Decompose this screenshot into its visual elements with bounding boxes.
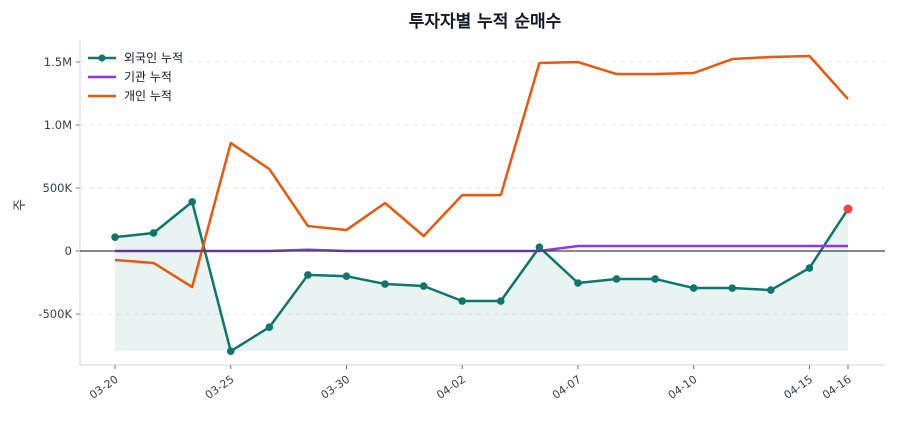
data-point bbox=[265, 323, 274, 332]
data-point bbox=[728, 284, 737, 292]
y-tick-label: -500K bbox=[38, 307, 72, 321]
x-tick-label: 04-16 bbox=[820, 373, 854, 402]
data-point bbox=[535, 243, 544, 252]
x-tick-label: 04-15 bbox=[781, 373, 815, 402]
data-point bbox=[767, 286, 775, 294]
legend-label: 개인 누적 bbox=[124, 89, 172, 103]
y-tick-label: 0 bbox=[65, 244, 72, 258]
data-point bbox=[111, 233, 119, 241]
y-axis-label: 주 bbox=[13, 199, 28, 211]
data-point bbox=[612, 275, 621, 283]
foreign-fill-area bbox=[115, 201, 848, 352]
chart-title: 투자자별 누적 순매수 bbox=[409, 12, 562, 32]
x-tick-label: 04-02 bbox=[434, 373, 468, 402]
last-point-marker bbox=[843, 204, 853, 214]
x-tick-label: 04-07 bbox=[550, 373, 584, 402]
data-point bbox=[304, 271, 312, 279]
x-tick-label: 03-25 bbox=[203, 373, 237, 402]
y-tick-label: 1.5M bbox=[44, 55, 72, 69]
data-point bbox=[226, 347, 235, 355]
data-point bbox=[651, 275, 659, 283]
data-point bbox=[419, 282, 428, 290]
x-tick-label: 04-10 bbox=[666, 373, 700, 402]
legend-marker bbox=[98, 54, 106, 62]
data-point bbox=[805, 264, 814, 272]
legend-label: 외국인 누적 bbox=[124, 51, 183, 65]
series-line-2 bbox=[114, 54, 849, 289]
data-point bbox=[188, 198, 196, 206]
x-tick-label: 03-20 bbox=[87, 373, 121, 402]
series-line-0 bbox=[114, 200, 850, 353]
y-tick-label: 500K bbox=[43, 181, 73, 195]
data-point bbox=[458, 297, 467, 305]
y-tick-label: 1.0M bbox=[44, 118, 72, 132]
series-line-1 bbox=[115, 244, 848, 253]
data-point bbox=[149, 229, 158, 237]
legend-label: 기관 누적 bbox=[124, 70, 172, 84]
data-point bbox=[689, 284, 698, 292]
data-point bbox=[574, 279, 582, 287]
data-point bbox=[381, 280, 389, 288]
x-tick-label: 03-30 bbox=[319, 373, 353, 402]
data-point bbox=[342, 272, 351, 280]
data-point bbox=[496, 297, 505, 305]
